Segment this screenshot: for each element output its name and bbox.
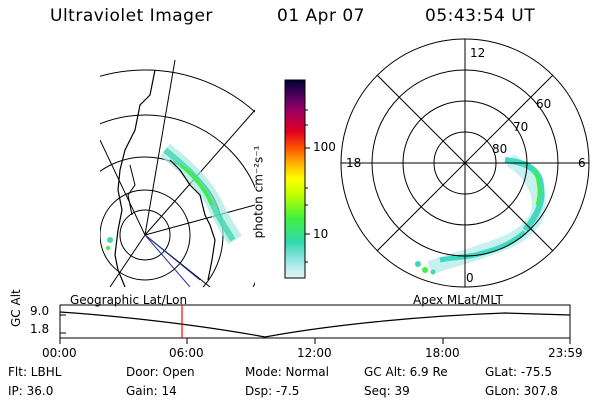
lat-label-70: 70 bbox=[513, 120, 529, 134]
info-door: Door: Open bbox=[126, 365, 195, 379]
polar-label-6: 6 bbox=[578, 156, 586, 170]
polar-label-12: 12 bbox=[470, 46, 486, 60]
info-mode: Mode: Normal bbox=[245, 365, 329, 379]
info-flt: Flt: LBHL bbox=[8, 365, 62, 379]
timeline-xtick-0600: 06:00 bbox=[169, 346, 204, 360]
timeline-xtick-2359: 23:59 bbox=[548, 346, 583, 360]
info-gcalt: GC Alt: 6.9 Re bbox=[364, 365, 448, 379]
title: Ultraviolet Imager bbox=[50, 6, 213, 26]
info-seq: Seq: 39 bbox=[364, 384, 410, 398]
timeline-ytick-1.8: 1.8 bbox=[30, 322, 50, 336]
colorbar bbox=[284, 79, 310, 279]
polar-label-18: 18 bbox=[346, 156, 362, 170]
timeline-xtick-1800: 18:00 bbox=[425, 346, 460, 360]
date: 01 Apr 07 bbox=[277, 6, 365, 26]
colorbar-tick-10: 10 bbox=[313, 227, 329, 241]
lat-label-60: 60 bbox=[536, 97, 552, 111]
info-glat: GLat: -75.5 bbox=[485, 365, 552, 379]
info-glon: GLon: 307.8 bbox=[485, 384, 558, 398]
timeline-xtick-1200: 12:00 bbox=[297, 346, 332, 360]
timeline-plot bbox=[59, 304, 571, 344]
polar-label-0: 0 bbox=[466, 271, 474, 285]
timeline-right-caption: Apex MLat/MLT bbox=[413, 293, 503, 307]
geographic-map bbox=[100, 60, 255, 287]
timeline-ytick-9: 9.0 bbox=[30, 304, 50, 318]
colorbar-tick-100: 100 bbox=[313, 140, 336, 154]
colorbar-unit-label: photon cm⁻²s⁻¹ bbox=[251, 145, 266, 239]
info-dsp: Dsp: -7.5 bbox=[245, 384, 300, 398]
info-gain: Gain: 14 bbox=[126, 384, 177, 398]
time: 05:43:54 UT bbox=[425, 6, 536, 26]
info-ip: IP: 36.0 bbox=[8, 384, 54, 398]
timeline-left-caption: Geographic Lat/Lon bbox=[70, 293, 188, 307]
polar-plot bbox=[340, 38, 590, 288]
timeline-ylabel: GC Alt bbox=[9, 289, 23, 327]
timeline-xtick-0000: 00:00 bbox=[42, 346, 77, 360]
lat-label-80: 80 bbox=[492, 142, 508, 156]
